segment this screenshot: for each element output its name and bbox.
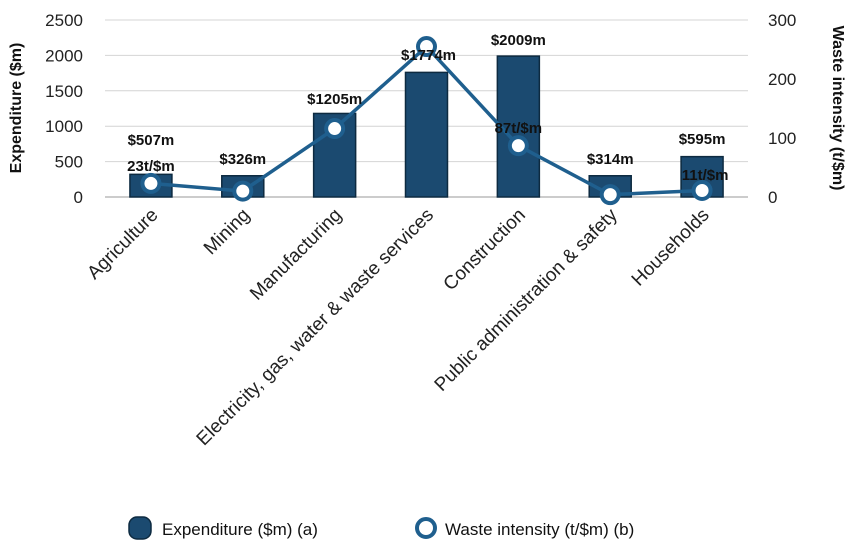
y2-tick-label: 100: [768, 129, 796, 148]
bar-data-label: $326m: [219, 151, 266, 168]
bar-data-label: $1774m: [401, 47, 456, 64]
y2-tick-label: 0: [768, 188, 777, 207]
bar: [404, 71, 449, 198]
legend-swatch-bar: [128, 516, 152, 540]
line-marker: [232, 180, 254, 202]
x-category-label: Public administration & safety: [431, 204, 622, 395]
bar-data-label: $1205m: [307, 91, 362, 108]
bar-data-label: $314m: [587, 151, 634, 168]
line-marker: [507, 135, 529, 157]
legend-label-waste-intensity: Waste intensity (t/$m) (b): [445, 520, 634, 539]
y-axis-title: Expenditure ($m): [8, 43, 25, 174]
y-tick-label: 0: [74, 188, 83, 207]
x-category-label: Construction: [440, 205, 530, 295]
line-marker: [324, 118, 346, 140]
line-data-label: 87t/$m: [495, 120, 543, 137]
legend-label-expenditure: Expenditure ($m) (a): [162, 520, 318, 539]
x-category-label: Manufacturing: [246, 205, 346, 305]
y-tick-label: 500: [55, 153, 83, 172]
bar-data-label: $507m: [128, 132, 175, 149]
legend-swatch-marker: [415, 517, 437, 539]
legend: Expenditure ($m) (a) Waste intensity (t/…: [128, 516, 634, 540]
line-data-label: 11t/$m: [682, 167, 729, 184]
line-marker: [416, 36, 437, 58]
line-data-label: 23t/$m: [127, 158, 175, 175]
line-series: [140, 36, 713, 206]
x-category-label: Households: [628, 205, 714, 291]
bar: [496, 55, 541, 198]
y-tick-label: 2000: [45, 46, 83, 65]
x-category-label: Agriculture: [83, 205, 162, 284]
line-marker: [140, 172, 162, 194]
legend-item-waste-intensity: Waste intensity (t/$m) (b): [415, 517, 634, 539]
legend-item-expenditure: Expenditure ($m) (a): [128, 516, 318, 540]
bar-data-label: $2009m: [491, 32, 546, 49]
y-tick-label: 2500: [45, 11, 83, 30]
data-labels: $507m $326m $1205m $1774m $2009m $314m $595m 23…: [127, 32, 728, 184]
y2-axis-title: Waste intensity (t/$m): [829, 26, 846, 191]
y2-tick-label: 300: [768, 11, 796, 30]
line-marker: [691, 180, 713, 202]
x-category-label: Mining: [200, 205, 254, 259]
y2-tick-label: 200: [768, 70, 796, 89]
x-axis: Agriculture MiningManufacturingElectricit…: [83, 204, 713, 450]
y-tick-label: 1000: [45, 117, 83, 136]
line-marker: [599, 184, 621, 206]
y-axis-right: 0 100 200 300: [768, 11, 796, 207]
bar-data-label: $595m: [679, 131, 726, 148]
y-tick-label: 1500: [45, 82, 83, 101]
y-axis-left: 0 500 1000 1500 2000 2500: [45, 11, 83, 207]
